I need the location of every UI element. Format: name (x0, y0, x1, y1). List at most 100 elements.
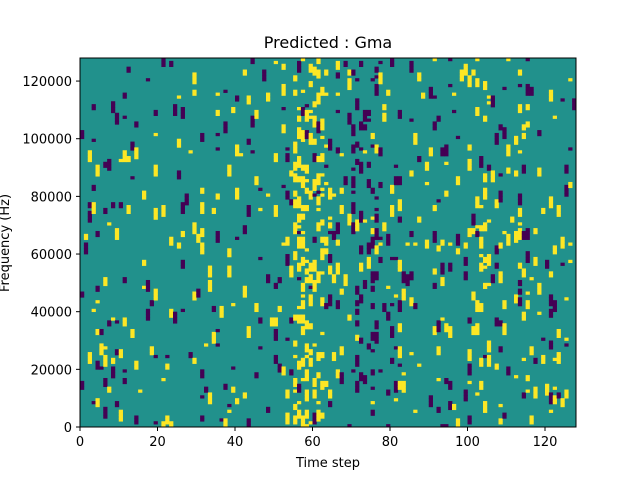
heatmap-cell (273, 317, 278, 321)
heatmap-cell (359, 219, 364, 223)
heatmap-cell (525, 254, 530, 258)
heatmap-cell (362, 115, 368, 119)
heatmap-cell (145, 78, 151, 82)
heatmap-cell (304, 190, 309, 194)
heatmap-cell (335, 228, 340, 232)
heatmap-cell (514, 375, 519, 379)
heatmap-cell (161, 421, 166, 425)
heatmap-cell (397, 181, 402, 186)
heatmap-cell (355, 107, 360, 111)
heatmap-cell (483, 193, 488, 197)
heatmap-cell (471, 228, 476, 232)
heatmap-cell (297, 161, 302, 166)
heatmap-cell (320, 118, 325, 122)
heatmap-cell (200, 202, 205, 206)
heatmap-cell (490, 274, 495, 278)
heatmap-cell (293, 75, 298, 79)
heatmap-cell (285, 236, 290, 240)
heatmap-cell (266, 193, 271, 197)
heatmap-cell (320, 173, 325, 177)
heatmap-cell (525, 83, 530, 88)
heatmap-cell (207, 274, 213, 278)
heatmap-cell (297, 158, 302, 163)
heatmap-cell (219, 418, 224, 422)
heatmap-cell (134, 418, 139, 422)
heatmap-cell (463, 262, 468, 266)
heatmap-cell (153, 167, 158, 171)
heatmap-cell (413, 135, 418, 140)
heatmap-cell (359, 245, 364, 249)
heatmap-cell (281, 130, 286, 134)
heatmap-cell (304, 115, 309, 119)
heatmap-cell (293, 205, 298, 209)
heatmap-cell (471, 294, 476, 298)
heatmap-cell (455, 239, 461, 243)
heatmap-cell (467, 352, 472, 356)
heatmap-cell (506, 366, 511, 370)
heatmap-cell (235, 193, 240, 197)
heatmap-cell (304, 179, 309, 183)
heatmap-cell (502, 127, 507, 131)
heatmap-cell (320, 193, 325, 197)
heatmap-cell (215, 233, 220, 238)
heatmap-cell (409, 300, 414, 304)
heatmap-cell (304, 424, 309, 428)
heatmap-cell (370, 216, 375, 220)
heatmap-cell (506, 153, 511, 157)
heatmap-cell (486, 360, 492, 364)
heatmap-cell (304, 132, 309, 137)
heatmap-cell (200, 207, 205, 212)
heatmap-cell (320, 219, 325, 223)
heatmap-cell (300, 328, 306, 333)
heatmap-cell (207, 265, 213, 269)
heatmap-cell (250, 124, 255, 128)
heatmap-cell (316, 372, 321, 376)
heatmap-cell (517, 297, 523, 301)
heatmap-cell (517, 288, 523, 292)
heatmap-cell (405, 242, 410, 246)
heatmap-cell (374, 274, 379, 278)
y-tick-label: 100000 (22, 133, 72, 148)
heatmap-cell (467, 164, 472, 168)
heatmap-cell (114, 349, 120, 353)
heatmap-cell (386, 89, 391, 93)
heatmap-cell (293, 389, 298, 393)
heatmap-cell (111, 202, 116, 206)
heatmap-cell (347, 213, 352, 217)
heatmap-cell (273, 205, 278, 209)
heatmap-cell (397, 308, 402, 313)
heatmap-cell (517, 199, 523, 203)
heatmap-cell (130, 141, 135, 145)
heatmap-cell (502, 230, 507, 235)
heatmap-cell (432, 326, 437, 330)
heatmap-cell (452, 403, 457, 408)
heatmap-cell (215, 328, 220, 333)
heatmap-cell (366, 181, 371, 186)
heatmap-cell (362, 285, 368, 289)
heatmap-cell (312, 118, 317, 122)
heatmap-cell (266, 92, 271, 96)
heatmap-cell (161, 58, 166, 62)
heatmap-cell (548, 311, 554, 315)
heatmap-cell (409, 170, 414, 174)
heatmap-cell (432, 121, 437, 125)
heatmap-cell (254, 375, 259, 379)
heatmap-cell (258, 320, 263, 324)
heatmap-cell (246, 328, 251, 333)
heatmap-cell (359, 210, 364, 215)
heatmap-cell (130, 176, 135, 180)
heatmap-cell (312, 262, 317, 266)
heatmap-cell (107, 320, 112, 324)
heatmap-cell (320, 248, 325, 252)
heatmap-cell (366, 259, 371, 264)
heatmap-cell (370, 78, 375, 82)
heatmap-cell (227, 268, 232, 272)
heatmap-cell (273, 320, 278, 324)
heatmap-cell (153, 210, 158, 215)
heatmap-cell (366, 251, 371, 255)
heatmap-cell (254, 308, 259, 313)
heatmap-cell (312, 181, 317, 186)
heatmap-cell (428, 95, 433, 99)
heatmap-cell (401, 389, 406, 393)
heatmap-cell (339, 352, 344, 356)
